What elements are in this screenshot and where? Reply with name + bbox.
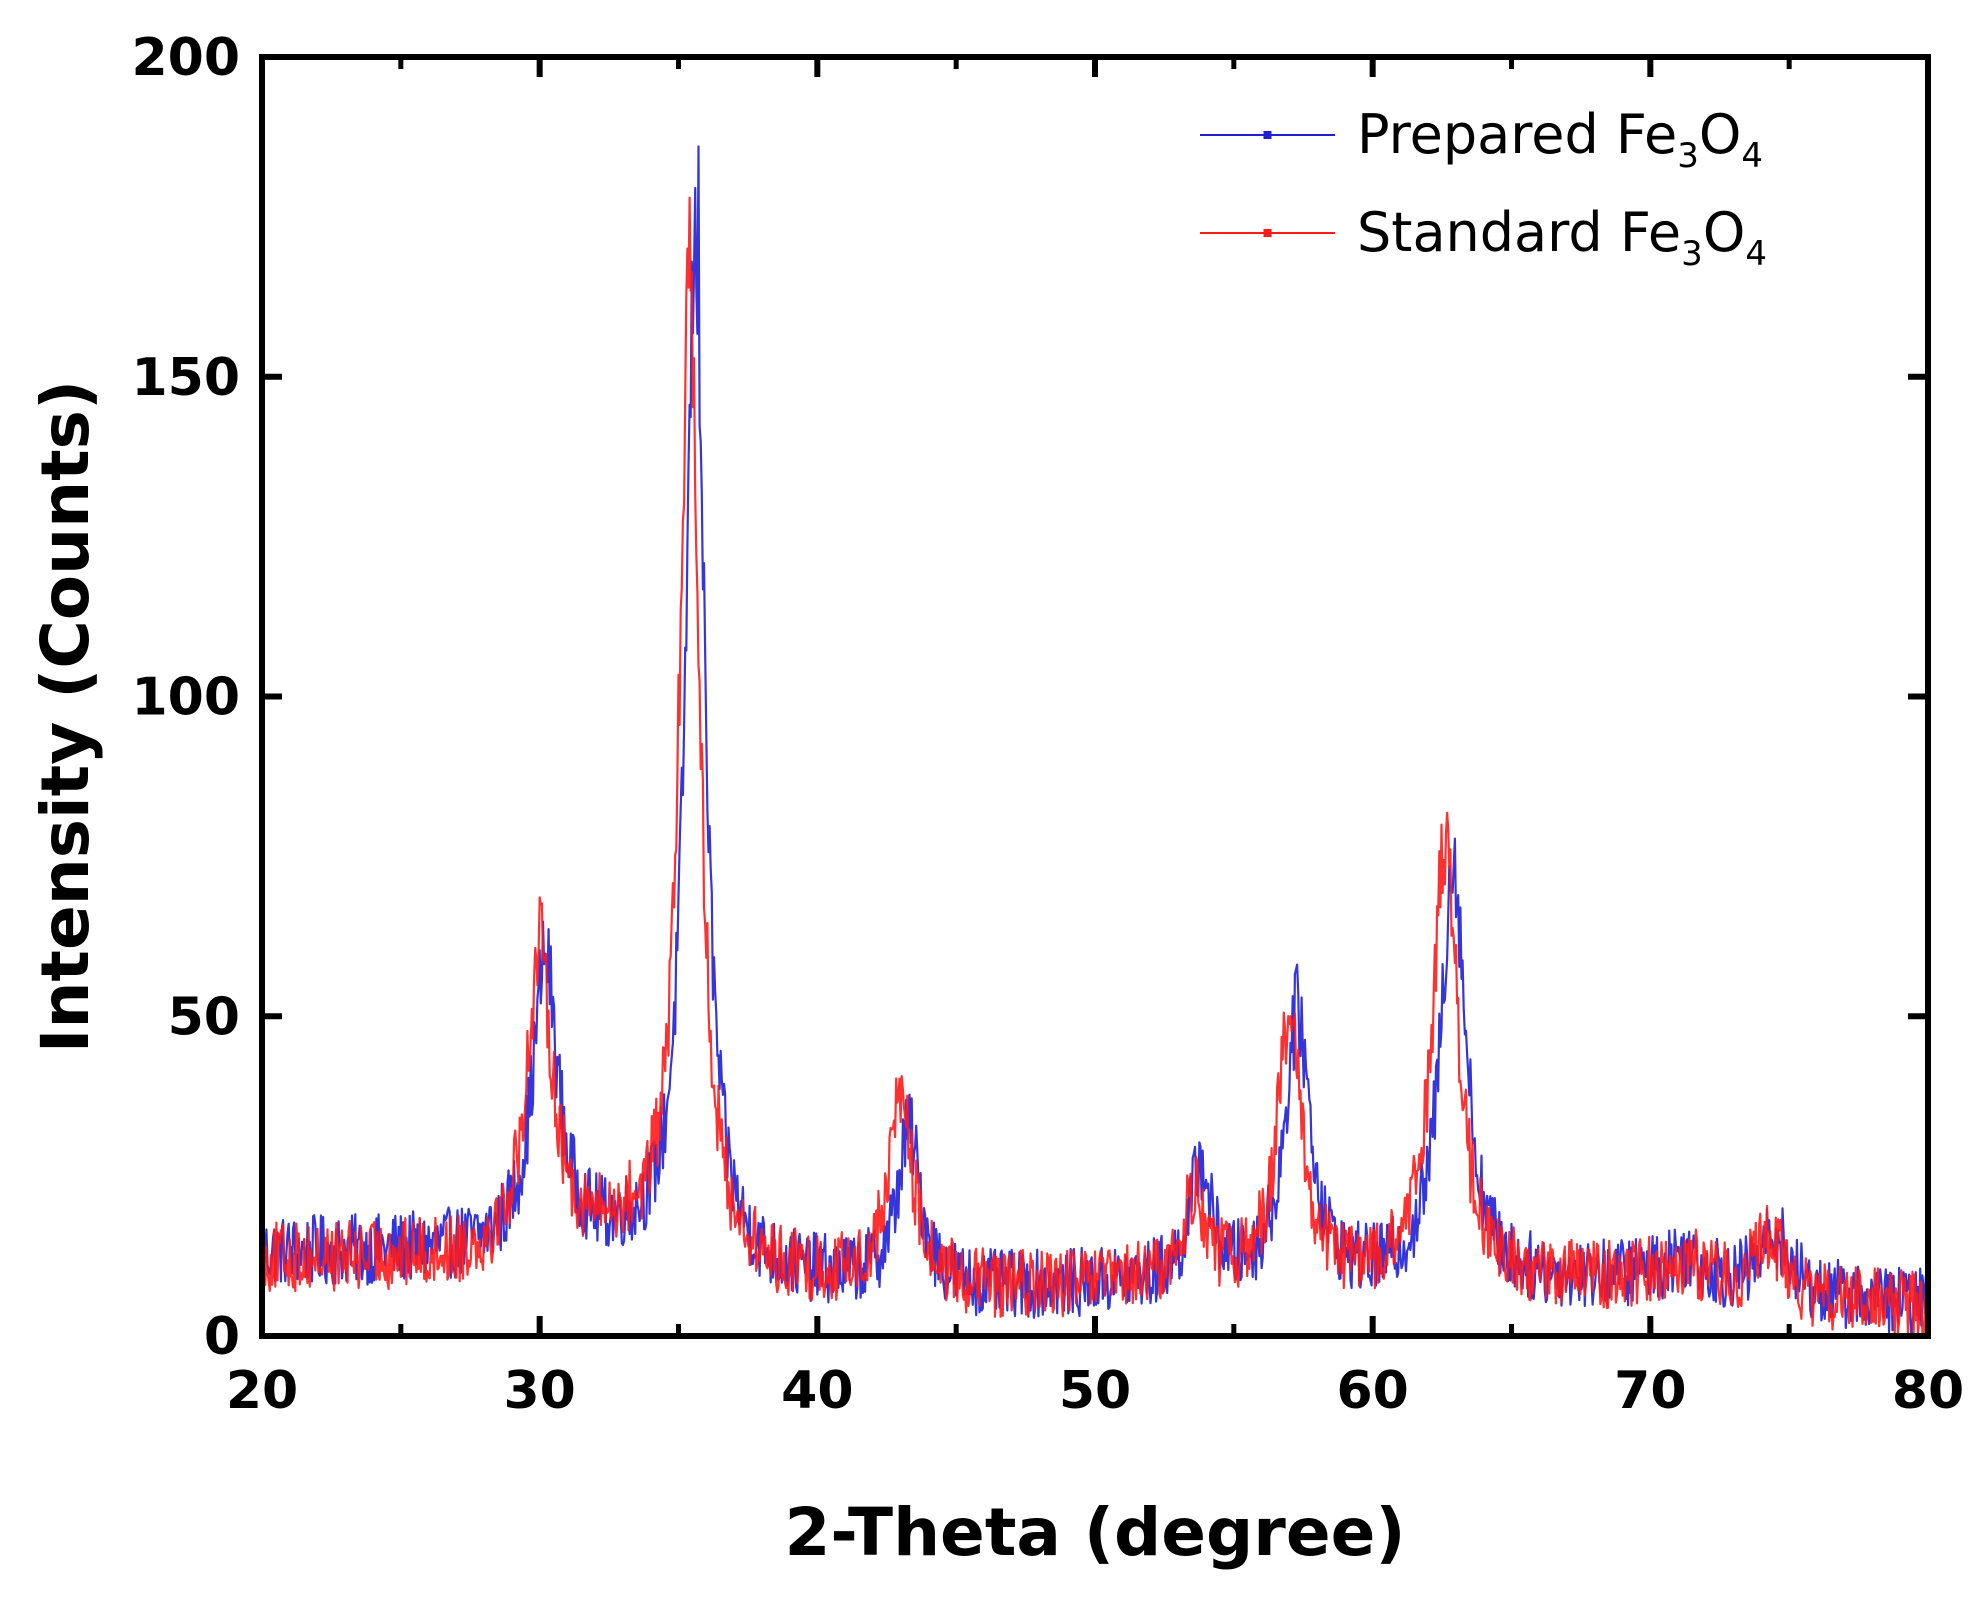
x-tick-label: 80: [1892, 1361, 1964, 1421]
legend-marker-standard: [1263, 229, 1272, 237]
x-axis-title: 2-Theta (degree): [784, 1494, 1405, 1571]
y-axis-title: Intensity (Counts): [27, 380, 104, 1053]
series-layer: [260, 145, 1930, 1337]
series-line-standard: [260, 196, 1930, 1337]
series-line-prepared: [260, 145, 1930, 1336]
x-tick-label: 30: [503, 1361, 575, 1421]
legend-item-standard: Standard Fe3O4: [1200, 201, 1767, 274]
y-tick-label: 200: [131, 28, 240, 88]
legend-marker-prepared: [1263, 131, 1272, 139]
legend-item-prepared: Prepared Fe3O4: [1200, 103, 1763, 176]
x-tick-label: 50: [1059, 1361, 1131, 1421]
x-tick-label: 40: [781, 1361, 853, 1421]
y-tick-label: 50: [168, 987, 240, 1047]
x-tick-label: 60: [1336, 1361, 1408, 1421]
legend-label-prepared: Prepared Fe3O4: [1357, 103, 1763, 176]
tick-labels: 20 30 40 50 60 70 80 0 50 100 150 200: [131, 28, 1964, 1421]
x-tick-label: 70: [1614, 1361, 1686, 1421]
legend-label-standard: Standard Fe3O4: [1357, 201, 1767, 274]
x-tick-label: 20: [226, 1361, 298, 1421]
y-tick-label: 100: [131, 668, 240, 728]
y-tick-label: 0: [204, 1307, 240, 1367]
y-tick-label: 150: [131, 348, 240, 408]
ticks-layer: [259, 54, 1931, 1339]
legend: Prepared Fe3O4 Standard Fe3O4: [1200, 103, 1767, 274]
